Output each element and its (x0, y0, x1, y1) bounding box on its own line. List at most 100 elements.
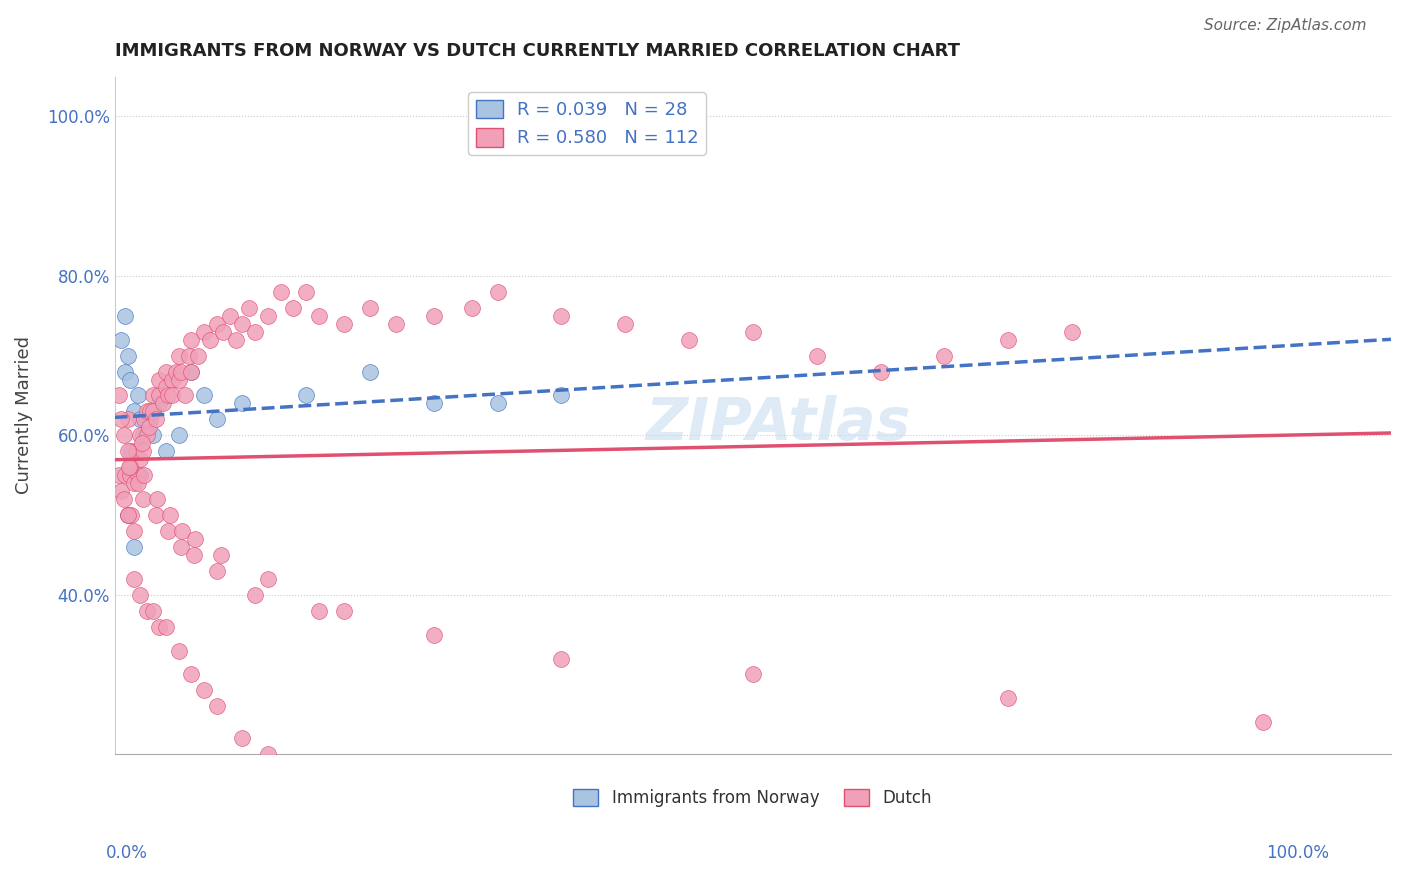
Point (135, 412, 157, 426)
Point (295, 763, 318, 777)
Point (122, 524, 145, 538)
Point (142, 388, 165, 402)
Point (550, 651, 572, 665)
Point (806, 349, 828, 363)
Point (132, 468, 155, 483)
Point (112, 492, 135, 507)
Point (183, 548, 205, 562)
Point (193, 388, 215, 402)
Point (120, 468, 142, 483)
Point (142, 428, 165, 442)
Point (155, 444, 177, 458)
Point (614, 317, 637, 331)
Point (678, 333, 700, 347)
Point (148, 620, 170, 634)
Point (127, 476, 149, 491)
Text: 0.0%: 0.0% (105, 844, 148, 862)
Point (120, 444, 142, 458)
Point (160, 388, 183, 402)
Point (180, 333, 202, 347)
Point (132, 444, 155, 458)
Point (997, 333, 1019, 347)
Point (127, 388, 149, 402)
Point (212, 325, 235, 339)
Point (148, 396, 170, 410)
Point (135, 428, 157, 442)
Point (125, 444, 148, 458)
Point (193, 683, 215, 698)
Point (934, 349, 956, 363)
Point (117, 508, 139, 522)
Point (167, 349, 190, 363)
Point (120, 372, 142, 386)
Point (131, 436, 153, 450)
Point (129, 452, 152, 467)
Point (205, 699, 228, 714)
Text: Source: ZipAtlas.com: Source: ZipAtlas.com (1204, 19, 1367, 33)
Point (114, 468, 136, 483)
Point (142, 404, 165, 418)
Point (142, 604, 165, 618)
Point (231, 396, 253, 410)
Point (1253, 715, 1275, 730)
Point (132, 492, 155, 507)
Point (135, 604, 157, 618)
Legend: Immigrants from Norway, Dutch: Immigrants from Norway, Dutch (567, 782, 939, 814)
Point (209, 548, 232, 562)
Point (167, 428, 190, 442)
Point (172, 524, 194, 538)
Point (1060, 325, 1083, 339)
Point (148, 388, 170, 402)
Text: 100.0%: 100.0% (1265, 844, 1329, 862)
Point (120, 460, 142, 475)
Point (132, 428, 155, 442)
Point (129, 588, 152, 602)
Point (187, 349, 209, 363)
Point (117, 508, 139, 522)
Point (333, 604, 356, 618)
Point (138, 420, 160, 434)
Point (129, 468, 152, 483)
Point (869, 365, 891, 379)
Point (170, 540, 193, 554)
Point (135, 404, 157, 418)
Point (110, 484, 132, 499)
Point (117, 349, 139, 363)
Point (550, 309, 572, 323)
Point (180, 667, 202, 681)
Point (129, 412, 152, 426)
Point (148, 372, 170, 386)
Point (205, 317, 228, 331)
Point (114, 309, 136, 323)
Point (122, 476, 145, 491)
Point (159, 508, 181, 522)
Point (177, 349, 200, 363)
Point (295, 285, 318, 299)
Point (155, 365, 177, 379)
Point (231, 317, 253, 331)
Point (160, 372, 183, 386)
Point (145, 508, 167, 522)
Text: IMMIGRANTS FROM NORWAY VS DUTCH CURRENTLY MARRIED CORRELATION CHART: IMMIGRANTS FROM NORWAY VS DUTCH CURRENTL… (115, 42, 960, 60)
Point (165, 365, 187, 379)
Text: ZIPAtlas: ZIPAtlas (645, 395, 911, 452)
Point (295, 388, 318, 402)
Point (107, 468, 129, 483)
Point (423, 627, 446, 641)
Point (461, 301, 484, 315)
Point (193, 325, 215, 339)
Point (114, 365, 136, 379)
Point (157, 388, 180, 402)
Point (170, 365, 193, 379)
Point (174, 388, 197, 402)
Point (225, 333, 247, 347)
Point (107, 388, 129, 402)
Y-axis label: Currently Married: Currently Married (15, 336, 32, 494)
Point (423, 396, 446, 410)
Point (120, 508, 142, 522)
Point (184, 532, 207, 546)
Point (122, 404, 145, 418)
Point (110, 333, 132, 347)
Point (112, 428, 135, 442)
Point (110, 412, 132, 426)
